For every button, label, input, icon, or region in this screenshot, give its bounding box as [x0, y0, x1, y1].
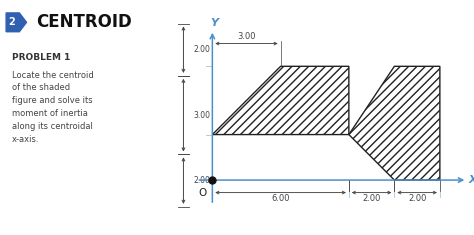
- FancyArrow shape: [6, 13, 27, 32]
- Text: 3.00: 3.00: [237, 32, 256, 41]
- Polygon shape: [212, 66, 349, 135]
- Polygon shape: [349, 66, 440, 180]
- Text: Y: Y: [210, 18, 219, 28]
- Text: 3.00: 3.00: [194, 111, 210, 120]
- Text: 2.00: 2.00: [363, 194, 381, 204]
- Text: CENTROID: CENTROID: [36, 13, 131, 31]
- Text: 2: 2: [8, 17, 15, 27]
- Text: 2.00: 2.00: [194, 45, 210, 54]
- Text: 2.00: 2.00: [194, 176, 210, 185]
- Text: 6.00: 6.00: [271, 194, 290, 204]
- Text: 2.00: 2.00: [408, 194, 426, 204]
- Text: X: X: [468, 175, 474, 185]
- Text: PROBLEM 1: PROBLEM 1: [12, 53, 71, 62]
- Text: O: O: [199, 188, 207, 198]
- Text: Locate the centroid
of the shaded
figure and solve its
moment of inertia
along i: Locate the centroid of the shaded figure…: [12, 70, 94, 144]
